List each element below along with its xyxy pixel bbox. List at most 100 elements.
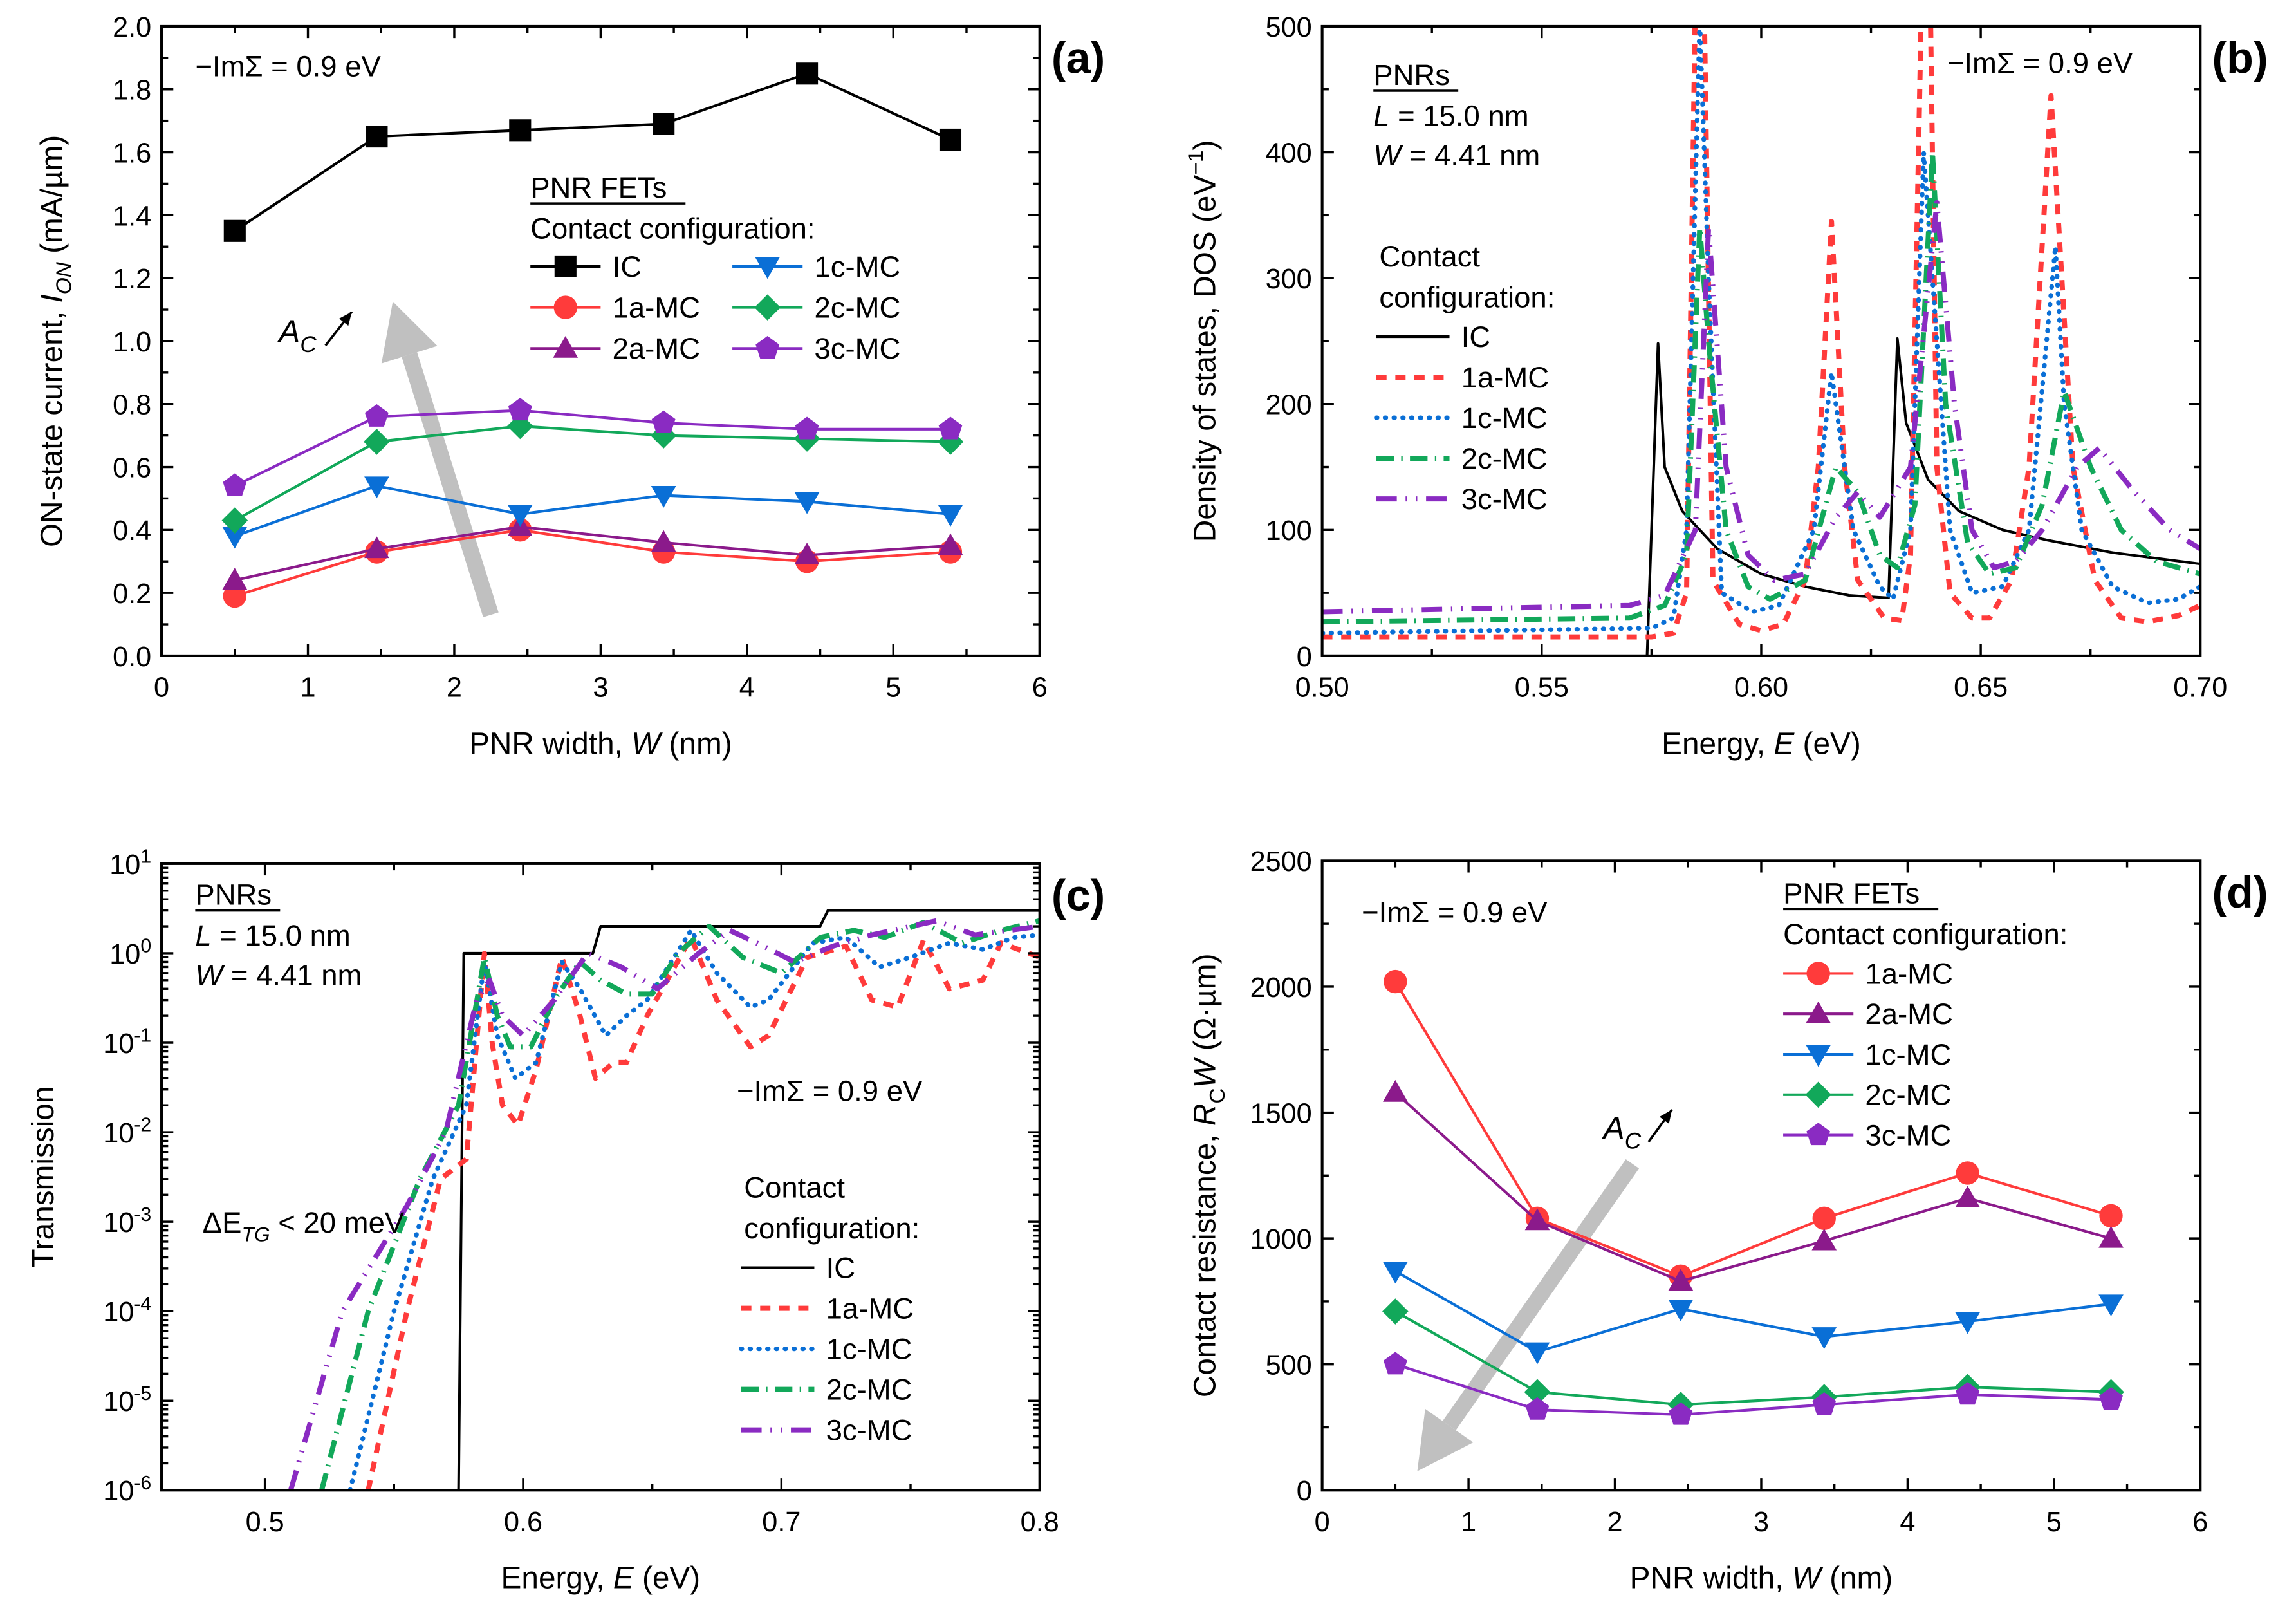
data-point-3c-MC [223,473,247,496]
data-point-1c-MC [1524,1342,1550,1365]
x-tick-label: 2 [1607,1507,1623,1538]
legend-item-2a-MC: 2a-MC [1783,998,1953,1030]
width-annotation: W = 4.41 nm [1373,139,1540,172]
y-tick-label: 100 [109,936,151,970]
data-point-1c-MC [651,486,676,508]
data-point-IC [653,113,675,135]
panel-label: (c) [1051,872,1105,920]
data-point-2a-MC [938,533,963,555]
legend-label: 1c-MC [1461,402,1548,434]
data-point-2a-MC [1383,1079,1408,1102]
y-tick-label: 2500 [1250,846,1312,877]
legend-label: 1a-MC [613,292,700,324]
x-tick-label: 0 [154,673,169,704]
plot-area [1322,26,2201,656]
legend-title: Contact [744,1171,845,1204]
y-tick-label: 10-5 [103,1383,151,1417]
legend-marker [1806,1045,1831,1067]
data-point-3c-MC [795,416,819,440]
legend-label: 1c-MC [826,1333,912,1366]
y-tick-label: 1.6 [113,138,151,169]
x-tick-label: 3 [593,673,608,704]
series-line-1c-MC [1394,1270,2111,1354]
data-point-3c-MC [651,410,676,433]
panel-d-contact-resistance-chart: 0 1 2 3 4 5 6 0 500 1000 1500 2000 2500 −ImΣ = 0.9 eV… [1189,846,2268,1595]
data-point-3c-MC [1956,1382,1980,1405]
legend-label: 2c-MC [826,1374,912,1406]
legend-label: IC [613,250,642,283]
legend-item-1c-MC: 1c-MC [1374,402,1548,434]
legend-marker [1806,1001,1831,1023]
data-point-2c-MC [1524,1379,1551,1406]
legend-label: 2c-MC [814,292,900,324]
ac-trend-arrow-head [381,301,438,364]
ac-trend-arrow-head [1417,1408,1474,1471]
data-point-3c-MC [1525,1397,1550,1420]
data-point-2c-MC [364,429,390,455]
self-energy-annotation: −ImΣ = 0.9 eV [737,1074,923,1107]
y-tick-label: 0.2 [113,579,151,610]
y-tick-label: 0.8 [113,390,151,421]
self-energy-annotation: −ImΣ = 0.9 eV [195,50,381,82]
y-tick-label: 0 [1297,1476,1312,1507]
legend-label: IC [1461,321,1490,353]
ac-label: AC [277,313,317,357]
y-axis-label: Contact resistance, RCW (Ω·µm) [1189,953,1230,1397]
series-1c-MC [222,476,963,549]
x-tick-label: 1 [1461,1507,1476,1538]
y-tick-label: 1.4 [113,201,151,232]
data-point-3c-MC [365,404,389,427]
panel-label: (a) [1051,34,1105,83]
tail-gap-annotation: ΔETG < 20 meV [203,1206,405,1246]
series-IC [223,62,962,242]
legend-marker [554,255,577,277]
x-tick-label: 3 [1754,1507,1769,1538]
legend-label: 3c-MC [1461,483,1548,516]
legend-item-3c-MC: 3c-MC [1783,1119,1951,1151]
info-title: PNRs [1373,59,1450,91]
data-point-1c-MC [938,505,963,527]
legend-item-IC: IC [741,1252,855,1285]
data-point-2a-MC [1955,1186,1980,1208]
legend-marker [1806,962,1830,985]
series-2a-MC [222,514,963,590]
legend-marker [754,294,781,321]
width-annotation: W = 4.41 nm [195,959,362,992]
legend-item-1a-MC: 1a-MC [530,292,700,324]
series-curve-3c-MC [288,918,1040,1491]
legend-marker [755,335,780,359]
y-axis-label: Transmission [26,1086,60,1268]
series-curve-1c-MC [1322,26,2201,636]
series-line-2c-MC [234,424,951,522]
x-tick-label: 5 [885,673,901,704]
y-tick-label: 200 [1266,390,1312,421]
data-point-1a-MC [1812,1206,1836,1231]
series-curve-1a-MC [1322,26,2201,640]
data-point-3c-MC [938,416,963,440]
data-point-1c-MC [1811,1327,1837,1350]
data-point-IC [796,62,819,85]
x-tick-label: 0.7 [762,1507,801,1538]
y-tick-label: 300 [1266,264,1312,295]
y-tick-label: 1000 [1250,1224,1312,1255]
legend-item-2a-MC: 2a-MC [530,332,700,365]
x-tick-label: 0.6 [504,1507,542,1538]
series-curve-2c-MC [1322,149,2201,625]
legend-item-2c-MC: 2c-MC [1783,1079,1951,1112]
y-tick-label: 101 [109,846,151,881]
data-point-1c-MC [1668,1300,1694,1321]
x-axis-label: Energy, E (eV) [1662,727,1861,761]
legend-label: 1a-MC [826,1292,914,1325]
panel-label: (b) [2212,34,2268,83]
series-curve-IC [457,909,1040,1491]
data-point-2a-MC [364,536,389,559]
legend-marker [1805,1081,1831,1108]
legend-item-3c-MC: 3c-MC [741,1414,912,1447]
y-tick-label: 1500 [1250,1098,1312,1129]
length-annotation: L = 15.0 nm [1373,100,1528,133]
legend-item-IC: IC [1376,321,1490,353]
y-tick-label: 1.2 [113,264,151,295]
legend-item-2c-MC: 2c-MC [1376,442,1548,475]
y-tick-label: 10-3 [103,1204,151,1238]
data-point-1c-MC [507,505,533,527]
